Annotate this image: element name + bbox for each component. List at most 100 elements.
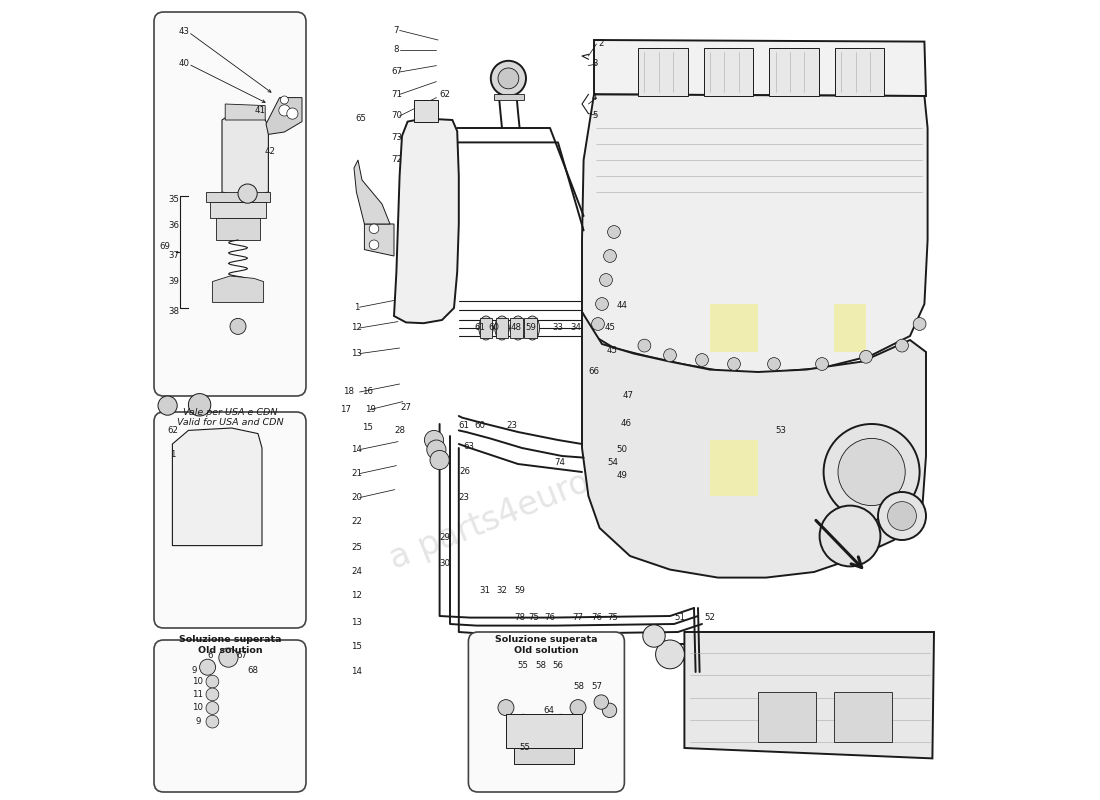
Text: 3: 3 — [592, 59, 597, 69]
Polygon shape — [222, 110, 268, 198]
Circle shape — [600, 274, 613, 286]
Text: 4: 4 — [592, 93, 597, 102]
Text: 7: 7 — [394, 26, 399, 35]
Circle shape — [656, 640, 684, 669]
Text: 17: 17 — [340, 405, 351, 414]
Circle shape — [604, 250, 616, 262]
Text: 12: 12 — [351, 323, 362, 333]
Text: 75: 75 — [528, 613, 539, 622]
Text: 62: 62 — [439, 90, 450, 99]
Text: 74: 74 — [554, 458, 565, 467]
Text: 73: 73 — [390, 133, 402, 142]
Polygon shape — [216, 218, 261, 240]
Text: 56: 56 — [552, 661, 563, 670]
Ellipse shape — [525, 316, 540, 340]
Text: 40: 40 — [178, 59, 189, 69]
Polygon shape — [480, 318, 493, 338]
Text: 55: 55 — [519, 743, 530, 753]
Text: 8: 8 — [394, 45, 399, 54]
Text: 69: 69 — [160, 242, 169, 251]
Text: 1: 1 — [353, 302, 359, 312]
Polygon shape — [206, 192, 270, 202]
Text: 75: 75 — [607, 613, 618, 622]
Circle shape — [498, 68, 519, 89]
Text: 20: 20 — [351, 493, 362, 502]
Circle shape — [607, 226, 620, 238]
Text: 49: 49 — [617, 471, 627, 481]
Text: 39: 39 — [168, 277, 179, 286]
Text: 59: 59 — [514, 586, 525, 595]
Text: 43: 43 — [178, 27, 189, 37]
Text: 58: 58 — [573, 682, 584, 691]
Polygon shape — [834, 304, 866, 352]
Polygon shape — [684, 632, 934, 758]
FancyBboxPatch shape — [469, 632, 625, 792]
Polygon shape — [638, 48, 688, 96]
Circle shape — [595, 298, 608, 310]
Text: 26: 26 — [460, 467, 471, 477]
Text: 23: 23 — [458, 493, 469, 502]
Polygon shape — [704, 48, 754, 96]
Circle shape — [498, 700, 514, 716]
Text: 60: 60 — [488, 323, 499, 333]
Circle shape — [594, 695, 608, 710]
Text: 24: 24 — [351, 567, 362, 577]
Text: 51: 51 — [674, 613, 685, 622]
Text: 77: 77 — [572, 613, 583, 622]
Text: 15: 15 — [362, 423, 373, 433]
Text: 31: 31 — [478, 586, 490, 595]
Circle shape — [695, 354, 708, 366]
Circle shape — [820, 506, 880, 566]
Text: 11: 11 — [192, 690, 204, 699]
Text: 21: 21 — [351, 469, 362, 478]
Circle shape — [592, 318, 604, 330]
Text: 30: 30 — [439, 559, 450, 569]
Text: 72: 72 — [390, 155, 402, 165]
Text: 47: 47 — [623, 391, 634, 401]
Polygon shape — [414, 100, 438, 122]
Text: 16: 16 — [362, 387, 373, 397]
Text: 65: 65 — [355, 114, 366, 123]
Ellipse shape — [510, 316, 525, 340]
Polygon shape — [496, 318, 508, 338]
Circle shape — [878, 492, 926, 540]
Circle shape — [230, 318, 246, 334]
FancyBboxPatch shape — [154, 412, 306, 628]
Text: 67: 67 — [236, 651, 248, 661]
Circle shape — [895, 339, 909, 352]
Text: 57: 57 — [591, 682, 602, 691]
Polygon shape — [594, 40, 926, 96]
Text: 18: 18 — [343, 387, 354, 397]
Text: 60: 60 — [474, 421, 485, 430]
Text: 41: 41 — [255, 106, 266, 115]
Circle shape — [534, 718, 550, 734]
Circle shape — [370, 224, 378, 234]
Circle shape — [188, 394, 211, 416]
Polygon shape — [834, 692, 892, 742]
Circle shape — [287, 108, 298, 119]
Polygon shape — [758, 692, 815, 742]
Polygon shape — [769, 48, 818, 96]
Polygon shape — [710, 304, 758, 352]
Text: 70: 70 — [390, 111, 402, 121]
Circle shape — [663, 349, 676, 362]
Circle shape — [238, 184, 257, 203]
Text: 32: 32 — [496, 586, 507, 595]
Text: 15: 15 — [351, 642, 362, 651]
Text: 6: 6 — [207, 651, 212, 661]
Text: 62: 62 — [167, 426, 178, 435]
Text: 58: 58 — [535, 661, 546, 670]
Polygon shape — [212, 276, 264, 302]
Text: 78: 78 — [514, 613, 525, 622]
FancyBboxPatch shape — [154, 12, 306, 396]
Ellipse shape — [478, 316, 493, 340]
Text: 61: 61 — [458, 421, 469, 430]
Circle shape — [768, 358, 780, 370]
Circle shape — [425, 430, 443, 450]
Text: Vale per USA e CDN
Valid for USA and CDN: Vale per USA e CDN Valid for USA and CDN — [177, 408, 284, 427]
Circle shape — [913, 318, 926, 330]
Text: 76: 76 — [591, 613, 602, 622]
Polygon shape — [173, 428, 262, 546]
Circle shape — [430, 450, 449, 470]
Circle shape — [727, 358, 740, 370]
